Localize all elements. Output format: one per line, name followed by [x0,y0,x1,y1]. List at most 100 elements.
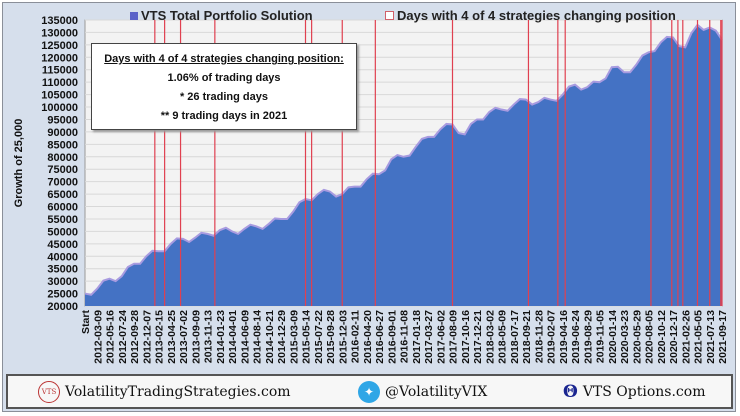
x-tick-label: 2017-12-21 [472,310,484,364]
x-tick-label: 2014-04-01 [227,310,239,364]
footer-options-label: VTS Options.com [582,383,706,400]
x-tick-label: 2017-10-16 [460,310,472,364]
x-tick-label: 2013-04-25 [166,310,178,364]
x-tick-label: 2015-03-09 [288,310,300,364]
x-tick-label: 2019-06-24 [570,310,582,364]
footer-site[interactable]: VTS VolatilityTradingStrategies.com [38,380,291,403]
y-tick-label: 115000 [42,65,78,77]
x-tick-label: Start [80,310,92,334]
y-tick-label: 50000 [47,226,78,238]
annotation-heading: Days with 4 of 4 strategies changing pos… [104,53,344,65]
x-tick-label: 2020-12-17 [668,310,680,364]
x-tick-label: 2013-09-09 [190,310,202,364]
footer-options[interactable]: Θ VTS Options.com [563,382,705,402]
series-line [84,23,723,296]
y-tick-label: 55000 [47,214,78,226]
twitter-icon: ✦ [358,380,380,403]
x-tick-label: 2020-08-05 [644,310,656,364]
x-tick-label: 2020-10-12 [656,310,668,364]
x-tick-label: 2015-07-22 [313,310,325,364]
y-tick-label: 90000 [47,127,78,139]
x-tick-label: 2014-01-23 [215,310,227,364]
x-tick-label: 2018-09-21 [521,310,533,364]
x-tick-label: 2016-02-11 [350,310,362,363]
x-tick-label: 2012-07-24 [117,310,129,364]
footer-twitter[interactable]: ✦ @VolatilityVIX [358,380,488,403]
x-tick-label: 2017-08-09 [448,310,460,364]
y-tick-label: 105000 [41,90,78,102]
y-tick-label: 120000 [41,52,78,64]
legend-swatch-lines [385,11,394,20]
x-tick-label: 2016-04-20 [362,310,374,364]
y-tick-label: 60000 [47,202,78,214]
y-tick-label: 30000 [47,276,78,288]
x-tick-label: 2012-09-28 [129,310,141,364]
y-tick-label: 20000 [47,301,78,313]
x-tick-label: 2015-09-28 [325,310,337,364]
y-tick-label: 95000 [47,114,78,126]
y-tick-label: 75000 [47,164,78,176]
x-tick-label: 2013-02-15 [154,310,166,364]
legend-series-label: VTS Total Portfolio Solution [141,8,313,23]
y-tick-label: 130000 [41,27,78,39]
x-tick-label: 2016-11-08 [399,310,411,363]
footer-twitter-label: @VolatilityVIX [385,383,488,400]
y-tick-label: 100000 [41,102,78,114]
x-tick-label: 2021-09-17 [717,310,729,364]
annotation-days: * 26 trading days [179,91,269,103]
x-tick-label: 2019-11-05 [595,310,607,363]
x-tick-label: 2019-08-29 [582,310,594,364]
y-tick-label: 70000 [47,177,78,189]
legend-lines-label: Days with 4 of 4 strategies changing pos… [397,8,676,23]
y-tick-label: 65000 [47,189,78,201]
x-tick-label: 2019-02-07 [546,310,558,364]
x-tick-label: 2012-03-09 [92,310,104,364]
annotation-box: Days with 4 of 4 strategies changing pos… [91,43,357,130]
x-tick-label: 2013-11-13 [203,310,215,363]
x-tick-label: 2012-05-16 [105,310,117,364]
x-tick-label: 2021-07-13 [705,310,717,364]
footer-bar: VTS VolatilityTradingStrategies.com ✦ @V… [6,374,733,409]
x-tick-label: 2018-07-17 [509,310,521,364]
x-tick-label: 2013-07-02 [178,310,190,364]
legend-lines: Days with 4 of 4 strategies changing pos… [385,8,676,23]
vts-logo-icon: VTS [38,380,60,403]
footer-site-label: VolatilityTradingStrategies.com [65,383,291,400]
x-tick-label: 2017-03-27 [423,310,435,364]
legend-swatch-series [130,11,138,20]
x-tick-label: 2014-12-29 [276,310,288,364]
annotation-pct: 1.06% of trading days [167,72,281,84]
x-tick-label: 2017-06-02 [435,310,447,364]
y-tick-label: 80000 [47,152,78,164]
annotation-2021: ** 9 trading days in 2021 [160,110,288,122]
y-tick-label: 85000 [47,139,78,151]
x-tick-label: 2015-05-14 [301,310,313,364]
x-tick-label: 2014-10-21 [264,310,276,364]
x-tick-label: 2020-03-23 [619,310,631,364]
x-tick-label: 2020-05-29 [631,310,643,364]
y-tick-label: 40000 [47,251,78,263]
legend-series: VTS Total Portfolio Solution [130,8,313,23]
x-tick-label: 2019-04-16 [558,310,570,364]
y-tick-label: 125000 [41,40,78,52]
x-tick-label: 2016-06-27 [374,310,386,364]
y-tick-label: 45000 [47,239,78,251]
y-axis-title: Growth of 25,000 [13,119,25,208]
x-tick-label: 2016-09-01 [386,310,398,364]
x-tick-label: 2015-12-03 [337,310,349,364]
x-tick-label: 2014-08-14 [252,310,264,364]
theta-icon: Θ [563,381,578,402]
x-tick-label: 2017-01-18 [411,310,423,364]
x-tick-label: 2021-02-26 [680,310,692,364]
x-tick-label: 2012-12-07 [141,310,153,364]
y-tick-label: 110000 [42,77,78,89]
x-tick-label: 2020-01-14 [607,310,619,364]
y-tick-label: 25000 [47,289,78,301]
x-tick-label: 2018-05-09 [497,310,509,364]
x-tick-label: 2018-11-28 [533,310,545,363]
y-tick-label: 135000 [41,15,78,27]
x-tick-label: 2014-06-09 [239,310,251,364]
x-tick-label: 2021-05-05 [693,310,705,364]
y-tick-label: 35000 [47,264,78,276]
x-tick-label: 2018-03-02 [484,310,496,364]
